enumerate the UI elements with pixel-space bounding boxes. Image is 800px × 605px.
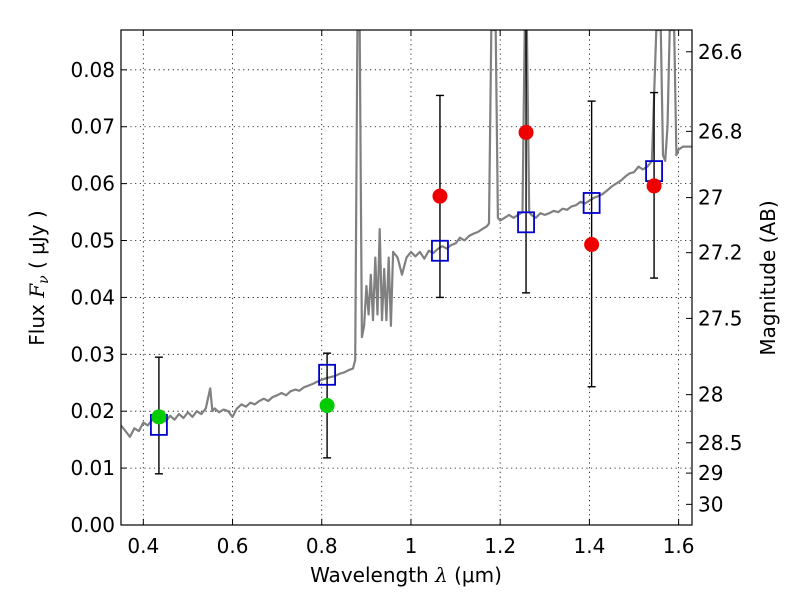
y-tick-label: 0.00 bbox=[70, 513, 115, 537]
model-square-point bbox=[517, 211, 535, 234]
x-tick-label: 1.6 bbox=[663, 534, 695, 558]
photometry-point bbox=[319, 398, 335, 414]
x-tick-label: 1.4 bbox=[573, 534, 605, 558]
x-tick-label: 0.6 bbox=[217, 534, 249, 558]
photometry-point bbox=[518, 124, 534, 140]
y2-tick-label: 26.8 bbox=[698, 119, 743, 143]
y2-tick-label: 26.6 bbox=[698, 40, 743, 64]
photometry-point bbox=[151, 409, 167, 425]
y2-tick-label: 28 bbox=[698, 383, 723, 407]
photometry-point bbox=[646, 178, 662, 194]
y2-tick-label: 29 bbox=[698, 461, 723, 485]
model-square-point bbox=[431, 239, 449, 262]
x-axis-title: Wavelength λ (μm) bbox=[310, 563, 502, 587]
y2-tick-label: 27.5 bbox=[698, 306, 743, 330]
plot-area bbox=[121, 30, 692, 475]
x-tick-label: 0.4 bbox=[127, 534, 159, 558]
y-tick-label: 0.03 bbox=[70, 342, 115, 366]
ticks: 0.4 0.6 0.8 1 1.2 1.4 1.6 0.00 0.01 0.02 0.03 0.04 0… bbox=[70, 30, 743, 558]
x-tick-label: 0.8 bbox=[306, 534, 338, 558]
y-tick-label: 0.01 bbox=[70, 456, 115, 480]
y-tick-label: 0.04 bbox=[70, 285, 115, 309]
y-tick-label: 0.02 bbox=[70, 399, 115, 423]
y-axis-title: Flux Fν ( μJy ) bbox=[25, 210, 52, 345]
y2-tick-label: 30 bbox=[698, 492, 723, 516]
y-tick-label: 0.07 bbox=[70, 115, 115, 139]
y2-tick-label: 27 bbox=[698, 186, 723, 210]
y2-axis-title: Magnitude (AB) bbox=[756, 200, 780, 355]
x-tick-label: 1.2 bbox=[484, 534, 516, 558]
model-square-point bbox=[318, 363, 336, 386]
spectrum-line bbox=[121, 30, 692, 438]
photometry-point bbox=[584, 237, 600, 252]
axes-frame bbox=[120, 29, 693, 526]
y-tick-label: 0.05 bbox=[70, 229, 115, 253]
x-tick-label: 1 bbox=[405, 534, 418, 558]
y-tick-label: 0.08 bbox=[70, 58, 115, 82]
grid bbox=[121, 30, 692, 526]
y2-tick-label: 27.2 bbox=[698, 241, 743, 265]
model-square-point bbox=[582, 192, 601, 214]
photometry-point bbox=[432, 188, 448, 204]
y-tick-label: 0.06 bbox=[70, 172, 115, 196]
y2-tick-label: 28.5 bbox=[698, 431, 743, 455]
